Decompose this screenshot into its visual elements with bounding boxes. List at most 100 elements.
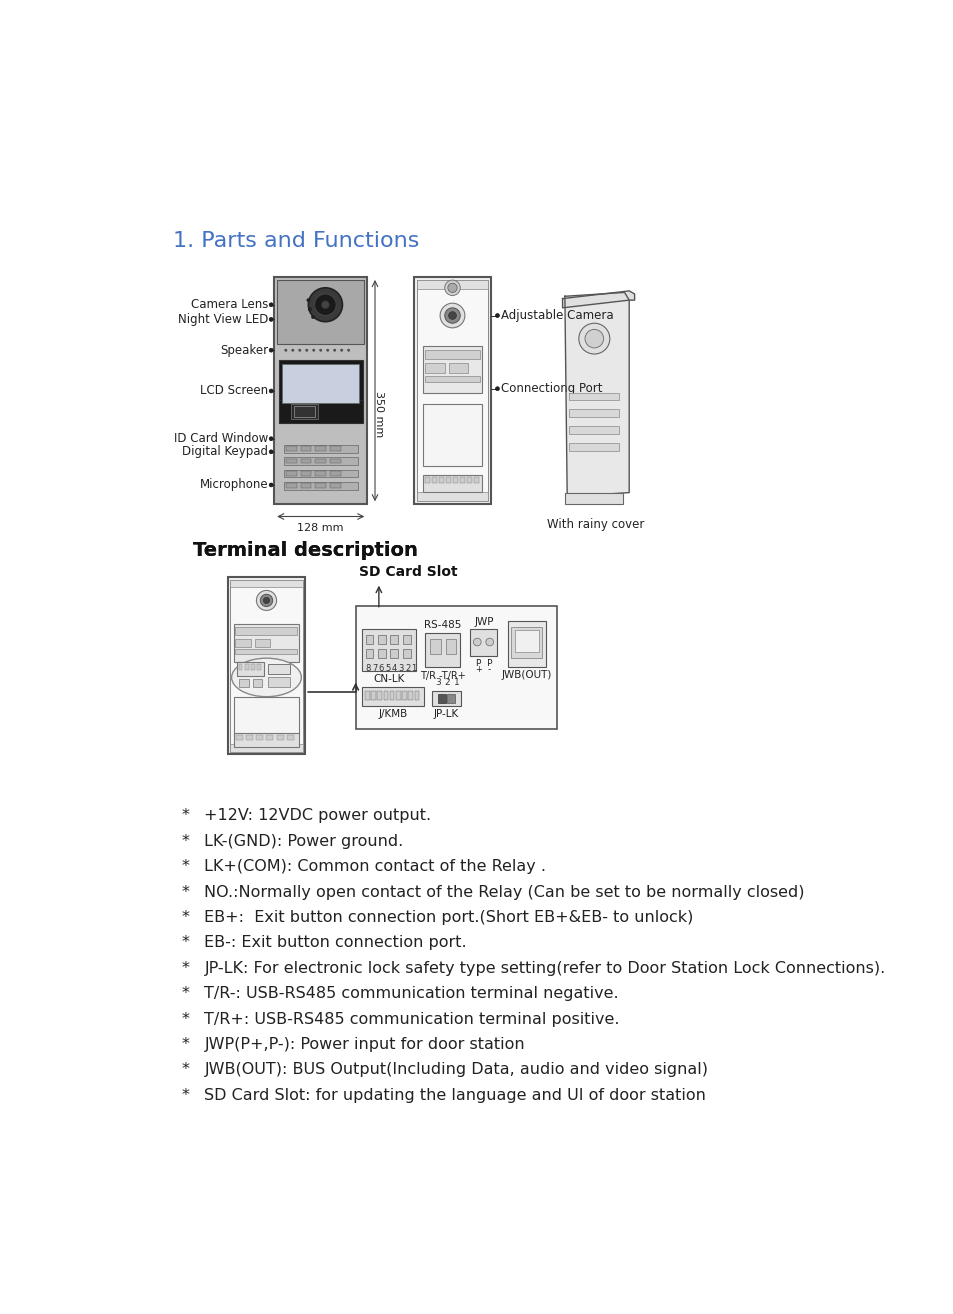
Bar xyxy=(390,691,394,700)
Circle shape xyxy=(473,639,480,646)
Circle shape xyxy=(321,301,329,309)
Bar xyxy=(283,482,357,490)
Circle shape xyxy=(298,350,301,351)
Bar xyxy=(268,664,290,674)
Bar xyxy=(239,679,249,687)
Circle shape xyxy=(269,449,273,453)
Bar xyxy=(286,484,296,487)
Text: JWP: JWP xyxy=(474,616,493,627)
Bar xyxy=(236,735,243,740)
Bar xyxy=(291,405,318,419)
Bar xyxy=(425,633,459,668)
Bar xyxy=(425,363,444,372)
Bar xyxy=(430,639,440,654)
Text: 2: 2 xyxy=(444,678,450,687)
Text: CN-LK: CN-LK xyxy=(373,674,404,685)
Circle shape xyxy=(578,323,609,353)
Bar xyxy=(238,665,242,670)
Text: J/KMB: J/KMB xyxy=(377,710,407,719)
Bar xyxy=(439,477,443,484)
Bar xyxy=(283,445,357,452)
Bar xyxy=(286,472,296,476)
Circle shape xyxy=(313,350,314,351)
Text: T/R+: USB-RS485 communication terminal positive.: T/R+: USB-RS485 communication terminal p… xyxy=(204,1012,619,1026)
Text: 128 mm: 128 mm xyxy=(297,523,344,532)
Bar xyxy=(515,631,537,652)
Bar xyxy=(416,280,488,289)
Bar xyxy=(253,679,261,687)
Text: SD Card Slot: SD Card Slot xyxy=(359,565,457,579)
Bar xyxy=(283,457,357,465)
Text: 7: 7 xyxy=(372,664,376,673)
Bar xyxy=(390,649,397,658)
Bar xyxy=(235,639,251,646)
Bar xyxy=(230,579,303,587)
Bar xyxy=(470,629,497,656)
Polygon shape xyxy=(564,293,629,497)
Bar xyxy=(361,629,416,671)
Bar xyxy=(425,477,430,484)
Text: 2: 2 xyxy=(404,664,410,673)
Text: *: * xyxy=(181,1063,189,1077)
Bar xyxy=(230,579,303,752)
Bar xyxy=(315,459,326,464)
Bar xyxy=(330,484,340,487)
Circle shape xyxy=(305,350,308,351)
Circle shape xyxy=(269,389,273,393)
Bar xyxy=(330,447,340,451)
Text: *: * xyxy=(181,834,189,849)
Bar xyxy=(568,427,618,434)
Circle shape xyxy=(444,307,459,323)
Bar xyxy=(330,459,340,464)
Text: Microphone: Microphone xyxy=(199,478,268,491)
Bar xyxy=(251,665,254,670)
Text: ID Card Window: ID Card Window xyxy=(173,432,268,445)
Text: *: * xyxy=(181,859,189,874)
Bar xyxy=(568,443,618,451)
Text: JP-LK: JP-LK xyxy=(434,710,458,719)
Bar xyxy=(402,649,410,658)
Circle shape xyxy=(256,590,276,611)
Circle shape xyxy=(292,350,294,351)
Bar xyxy=(445,639,456,654)
Text: 8: 8 xyxy=(365,664,371,673)
Bar xyxy=(315,472,326,476)
Bar xyxy=(377,691,381,700)
Circle shape xyxy=(495,314,498,318)
Bar xyxy=(395,691,400,700)
Bar xyxy=(283,469,357,477)
Bar xyxy=(416,491,488,501)
Bar xyxy=(416,280,488,501)
Bar xyxy=(390,635,397,644)
Text: Camera Lens: Camera Lens xyxy=(191,298,268,311)
Bar xyxy=(448,363,468,372)
Text: 4: 4 xyxy=(392,664,396,673)
Circle shape xyxy=(260,594,273,607)
Bar xyxy=(315,484,326,487)
Text: 1: 1 xyxy=(453,678,458,687)
Circle shape xyxy=(347,350,350,351)
Circle shape xyxy=(485,639,493,646)
Bar xyxy=(459,477,464,484)
Text: *: * xyxy=(181,884,189,900)
Bar xyxy=(431,691,460,706)
Circle shape xyxy=(284,350,287,351)
Bar xyxy=(315,447,326,451)
Bar xyxy=(355,606,557,729)
Bar xyxy=(365,691,369,700)
Text: *: * xyxy=(181,987,189,1001)
Bar xyxy=(236,662,264,675)
Bar xyxy=(256,735,263,740)
Circle shape xyxy=(495,386,498,390)
Circle shape xyxy=(319,350,321,351)
Bar xyxy=(282,364,359,402)
Bar xyxy=(507,622,546,668)
Text: Terminal description: Terminal description xyxy=(193,541,417,560)
Bar xyxy=(235,649,297,653)
Circle shape xyxy=(269,348,273,352)
Circle shape xyxy=(269,484,273,487)
Circle shape xyxy=(584,330,603,348)
Bar xyxy=(300,447,311,451)
Text: LCD Screen: LCD Screen xyxy=(200,385,268,398)
Text: EB+:  Exit button connection port.(Short EB+&EB- to unlock): EB+: Exit button connection port.(Short … xyxy=(204,911,693,925)
